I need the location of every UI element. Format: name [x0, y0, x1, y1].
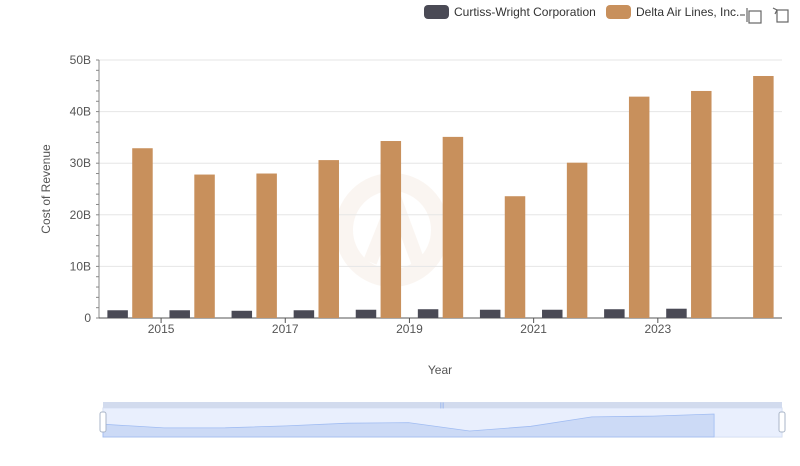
y-axis-title: Cost of Revenue — [39, 144, 53, 234]
y-tick-label: 10B — [70, 259, 91, 273]
bar-delta-2023[interactable] — [691, 90, 712, 319]
data-zoom-handle-left[interactable] — [99, 411, 107, 433]
bar-delta-2020[interactable] — [504, 196, 526, 318]
bar-curtiss-wright-2019[interactable] — [417, 309, 439, 318]
legend-label-delta: Delta Air Lines, Inc. — [636, 5, 739, 19]
bar-curtiss-wright-2014[interactable] — [107, 310, 128, 318]
restore-icon[interactable] — [772, 7, 789, 23]
data-zoom-handle-right[interactable] — [778, 411, 786, 433]
bar-delta-2016[interactable] — [256, 173, 277, 318]
y-tick-label: 50B — [70, 53, 91, 67]
zoom-select-icon[interactable] — [740, 8, 762, 24]
legend-swatch-curtiss-wright — [424, 5, 449, 19]
bar-curtiss-wright-2020[interactable] — [479, 309, 501, 318]
legend-swatch-delta — [606, 5, 631, 19]
legend-item-delta[interactable]: Delta Air Lines, Inc. — [606, 5, 739, 19]
bar-curtiss-wright-2023[interactable] — [666, 308, 687, 318]
bar-curtiss-wright-2018[interactable] — [355, 309, 377, 318]
y-tick-label: 30B — [70, 156, 91, 170]
y-tick-label: 0 — [84, 311, 91, 325]
bar-curtiss-wright-2015[interactable] — [169, 310, 190, 318]
legend: Curtiss-Wright Corporation Delta Air Lin… — [424, 5, 739, 19]
bar-delta-2019[interactable] — [442, 136, 464, 318]
data-zoom-top-bar[interactable] — [103, 402, 782, 408]
bar-delta-2015[interactable] — [194, 174, 215, 318]
bar-delta-2017[interactable] — [318, 160, 339, 318]
x-tick-label: 2017 — [272, 322, 299, 336]
y-tick-label: 20B — [70, 208, 91, 222]
bar-delta-2014[interactable] — [132, 148, 153, 318]
data-zoom-preview — [102, 413, 715, 438]
x-axis-title: Year — [428, 363, 452, 377]
bar-delta-2021[interactable] — [566, 162, 588, 318]
bar-curtiss-wright-2021[interactable] — [542, 309, 563, 318]
y-axis-ticks: 0 10B 20B 30B 40B 50B — [70, 53, 92, 325]
x-axis-ticks: 2015 2017 2019 2021 2023 — [148, 318, 671, 336]
data-zoom-grip[interactable]: ||| — [440, 403, 445, 409]
bar-curtiss-wright-2016[interactable] — [231, 310, 253, 318]
bar-delta-2022[interactable] — [628, 96, 650, 318]
legend-item-curtiss-wright[interactable]: Curtiss-Wright Corporation — [424, 5, 596, 19]
x-tick-label: 2019 — [396, 322, 423, 336]
bar-delta-2024[interactable] — [753, 75, 774, 318]
x-tick-label: 2015 — [148, 322, 175, 336]
bar-curtiss-wright-2022[interactable] — [604, 309, 625, 318]
x-tick-label: 2021 — [520, 322, 547, 336]
bar-delta-2018[interactable] — [380, 141, 402, 318]
x-tick-label: 2023 — [644, 322, 671, 336]
y-tick-label: 40B — [70, 105, 91, 119]
legend-label-curtiss-wright: Curtiss-Wright Corporation — [454, 5, 596, 19]
bars — [107, 75, 774, 319]
data-zoom-slider[interactable]: ||| — [99, 402, 786, 438]
bar-curtiss-wright-2017[interactable] — [293, 310, 315, 318]
